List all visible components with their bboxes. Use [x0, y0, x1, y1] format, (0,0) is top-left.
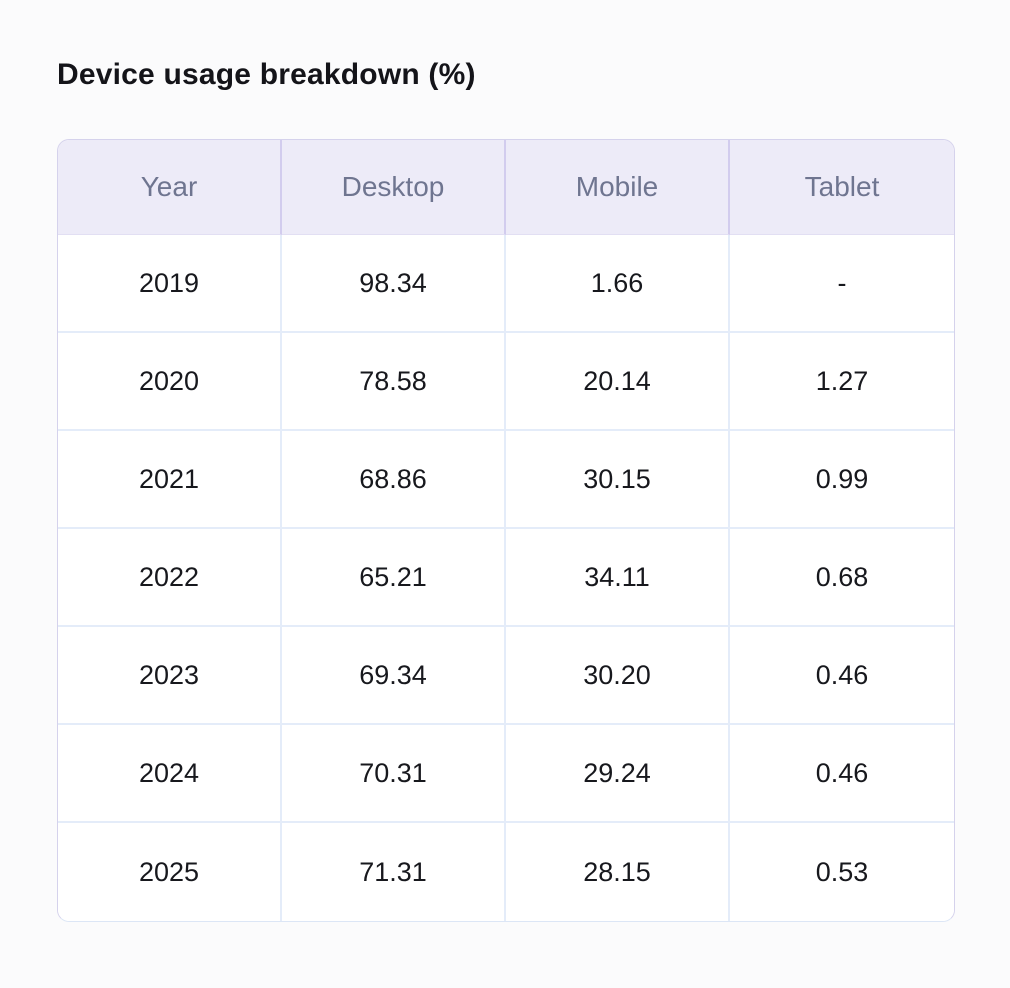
year-cell: 2023 [58, 627, 282, 725]
year-cell: 2022 [58, 529, 282, 627]
table-row: 2021 68.86 30.15 0.99 [58, 431, 954, 529]
year-cell: 2025 [58, 823, 282, 921]
value-cell: 69.34 [282, 627, 506, 725]
value-cell: 30.20 [506, 627, 730, 725]
table-row: 2023 69.34 30.20 0.46 [58, 627, 954, 725]
value-cell: 70.31 [282, 725, 506, 823]
header-row: Year Desktop Mobile Tablet [58, 140, 954, 235]
value-cell: 98.34 [282, 235, 506, 333]
column-header-tablet: Tablet [730, 140, 954, 235]
year-cell: 2020 [58, 333, 282, 431]
column-header-desktop: Desktop [282, 140, 506, 235]
column-header-mobile: Mobile [506, 140, 730, 235]
value-cell: 0.46 [730, 725, 954, 823]
value-cell: 28.15 [506, 823, 730, 921]
year-cell: 2019 [58, 235, 282, 333]
table-row: 2024 70.31 29.24 0.46 [58, 725, 954, 823]
year-cell: 2024 [58, 725, 282, 823]
value-cell: 71.31 [282, 823, 506, 921]
table-body: 2019 98.34 1.66-2020 78.58 20.14 1.27 2021 68.8… [58, 235, 954, 921]
device-usage-table-container: Year Desktop Mobile Tablet 2019 98.34 1.66-20… [57, 139, 955, 922]
value-cell: 78.58 [282, 333, 506, 431]
value-cell: 0.53 [730, 823, 954, 921]
table-row: 2022 65.21 34.11 0.68 [58, 529, 954, 627]
page-title: Device usage breakdown (%) [57, 58, 476, 91]
value-cell: 29.24 [506, 725, 730, 823]
year-cell: 2021 [58, 431, 282, 529]
value-cell: 1.27 [730, 333, 954, 431]
value-cell: 0.68 [730, 529, 954, 627]
value-cell: 20.14 [506, 333, 730, 431]
value-cell: 34.11 [506, 529, 730, 627]
table-row: 2025 71.31 28.15 0.53 [58, 823, 954, 921]
value-cell: - [730, 235, 954, 333]
device-usage-table: Year Desktop Mobile Tablet 2019 98.34 1.66-20… [58, 140, 954, 921]
value-cell: 68.86 [282, 431, 506, 529]
value-cell: 0.99 [730, 431, 954, 529]
value-cell: 30.15 [506, 431, 730, 529]
value-cell: 0.46 [730, 627, 954, 725]
value-cell: 1.66 [506, 235, 730, 333]
table-header: Year Desktop Mobile Tablet [58, 140, 954, 235]
value-cell: 65.21 [282, 529, 506, 627]
table-row: 2019 98.34 1.66- [58, 235, 954, 333]
table-row: 2020 78.58 20.14 1.27 [58, 333, 954, 431]
column-header-year: Year [58, 140, 282, 235]
